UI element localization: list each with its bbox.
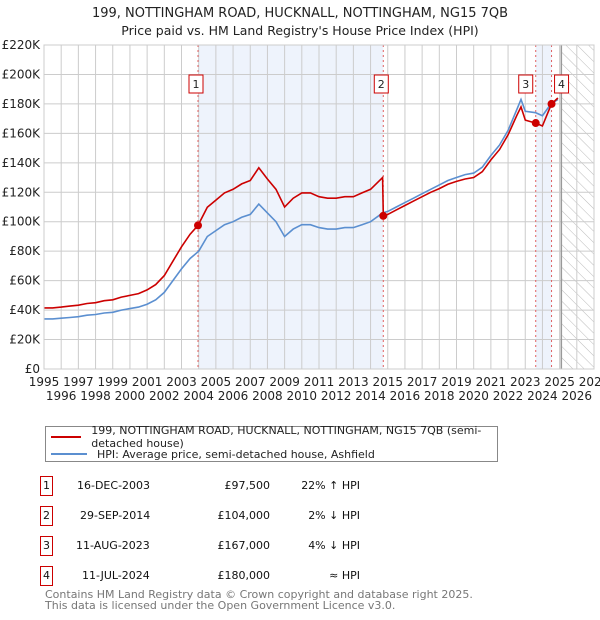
x-tick-label: 2004 bbox=[183, 389, 214, 403]
sale-hpi: 2% ↓ HPI bbox=[308, 509, 360, 522]
sale-point bbox=[379, 211, 388, 220]
y-tick-label: £120K bbox=[2, 185, 42, 199]
price-chart: 199, NOTTINGHAM ROAD, HUCKNALL, NOTTINGH… bbox=[2, 6, 600, 403]
x-tick-label: 2014 bbox=[355, 389, 386, 403]
sale-label: 4 bbox=[558, 78, 565, 91]
y-tick-label: £160K bbox=[2, 126, 42, 140]
sale-price: £104,000 bbox=[217, 509, 271, 522]
x-tick-label: 2007 bbox=[235, 375, 266, 389]
footer-line: Contains HM Land Registry data © Crown c… bbox=[45, 588, 473, 601]
x-tick-label: 2009 bbox=[269, 375, 300, 389]
sale-date: 11-AUG-2023 bbox=[76, 539, 150, 552]
y-tick-label: £140K bbox=[2, 156, 42, 170]
x-tick-label: 2001 bbox=[132, 375, 163, 389]
legend-label: 199, NOTTINGHAM ROAD, HUCKNALL, NOTTINGH… bbox=[91, 424, 482, 450]
x-tick-label: 1998 bbox=[80, 389, 111, 403]
x-tick-label: 2006 bbox=[218, 389, 249, 403]
x-tick-label: 2012 bbox=[321, 389, 352, 403]
x-tick-label: 2023 bbox=[510, 375, 541, 389]
legend-swatch bbox=[51, 453, 87, 455]
x-tick-label: 2011 bbox=[304, 375, 335, 389]
x-tick-label: 2019 bbox=[441, 375, 472, 389]
sale-label: 3 bbox=[522, 78, 529, 91]
sale-number: 2 bbox=[40, 506, 53, 526]
legend-item-property: 199, NOTTINGHAM ROAD, HUCKNALL, NOTTINGH… bbox=[46, 424, 497, 450]
sale-price: £97,500 bbox=[224, 479, 271, 492]
legend-swatch bbox=[51, 436, 82, 438]
plot-border bbox=[43, 44, 595, 370]
sale-period-shade bbox=[535, 45, 552, 369]
sale-label-box bbox=[188, 74, 204, 94]
sale-point bbox=[531, 119, 540, 128]
legend: 199, NOTTINGHAM ROAD, HUCKNALL, NOTTINGH… bbox=[45, 424, 498, 462]
y-tick-label: £40K bbox=[9, 303, 41, 317]
hpi-line bbox=[44, 97, 559, 320]
x-tick-label: 1999 bbox=[97, 375, 128, 389]
x-tick-label: 2005 bbox=[201, 375, 232, 389]
sale-label-box bbox=[518, 74, 534, 94]
chart-subtitle: Price paid vs. HM Land Registry's House … bbox=[121, 23, 478, 38]
sale-hpi: ≈ HPI bbox=[329, 569, 360, 582]
sale-price: £180,000 bbox=[217, 569, 271, 582]
sale-point bbox=[547, 99, 556, 108]
x-tick-label: 2000 bbox=[115, 389, 146, 403]
sale-date: 16-DEC-2003 bbox=[77, 479, 151, 492]
x-tick-label: 2027 bbox=[579, 375, 600, 389]
sale-period-shade bbox=[198, 45, 384, 369]
y-tick-label: £100K bbox=[2, 215, 42, 229]
sale-date: 29-SEP-2014 bbox=[80, 509, 151, 522]
x-tick-label: 2013 bbox=[338, 375, 369, 389]
x-tick-label: 2015 bbox=[372, 375, 403, 389]
x-tick-label: 2020 bbox=[458, 389, 489, 403]
sale-number: 1 bbox=[40, 476, 53, 496]
y-tick-label: £0 bbox=[25, 362, 40, 376]
x-tick-label: 1995 bbox=[29, 375, 60, 389]
sale-point bbox=[194, 221, 202, 230]
x-tick-label: 2003 bbox=[166, 375, 197, 389]
x-tick-label: 2010 bbox=[287, 389, 318, 403]
sale-price: £167,000 bbox=[217, 539, 271, 552]
x-tick-label: 2002 bbox=[149, 389, 180, 403]
x-tick-label: 2022 bbox=[493, 389, 524, 403]
sale-label-box bbox=[373, 74, 389, 94]
y-tick-label: £80K bbox=[9, 244, 41, 258]
y-tick-label: £220K bbox=[2, 38, 42, 52]
sale-label-box bbox=[554, 74, 570, 94]
x-tick-label: 1997 bbox=[63, 375, 94, 389]
y-tick-label: £180K bbox=[2, 97, 42, 111]
footer: Contains HM Land Registry data © Crown c… bbox=[45, 589, 473, 611]
x-tick-label: 2025 bbox=[544, 375, 575, 389]
x-tick-label: 2024 bbox=[527, 389, 558, 403]
sale-hpi: 4% ↓ HPI bbox=[308, 539, 360, 552]
sale-number: 3 bbox=[40, 536, 53, 556]
sale-hpi: 22% ↑ HPI bbox=[301, 479, 360, 492]
x-tick-label: 2026 bbox=[562, 389, 593, 403]
legend-item-hpi: HPI: Average price, semi-detached house,… bbox=[46, 446, 375, 462]
sale-number: 4 bbox=[40, 566, 53, 586]
chart-title: 199, NOTTINGHAM ROAD, HUCKNALL, NOTTINGH… bbox=[92, 6, 508, 21]
x-tick-label: 1996 bbox=[46, 389, 77, 403]
y-tick-label: £200K bbox=[2, 67, 42, 81]
legend-label: HPI: Average price, semi-detached house,… bbox=[97, 447, 375, 461]
sale-date: 11-JUL-2024 bbox=[82, 569, 150, 582]
forecast-hatch bbox=[561, 45, 594, 369]
x-tick-label: 2018 bbox=[424, 389, 455, 403]
y-tick-label: £20K bbox=[9, 333, 41, 347]
x-tick-label: 2017 bbox=[407, 375, 438, 389]
sale-label: 2 bbox=[378, 78, 385, 91]
property-price-line bbox=[44, 97, 559, 309]
x-tick-label: 2021 bbox=[476, 375, 507, 389]
footer-line: This data is licensed under the Open Gov… bbox=[45, 599, 396, 612]
x-tick-label: 2008 bbox=[252, 389, 283, 403]
sale-label: 1 bbox=[193, 78, 200, 91]
x-tick-label: 2016 bbox=[390, 389, 421, 403]
y-tick-label: £60K bbox=[9, 274, 41, 288]
